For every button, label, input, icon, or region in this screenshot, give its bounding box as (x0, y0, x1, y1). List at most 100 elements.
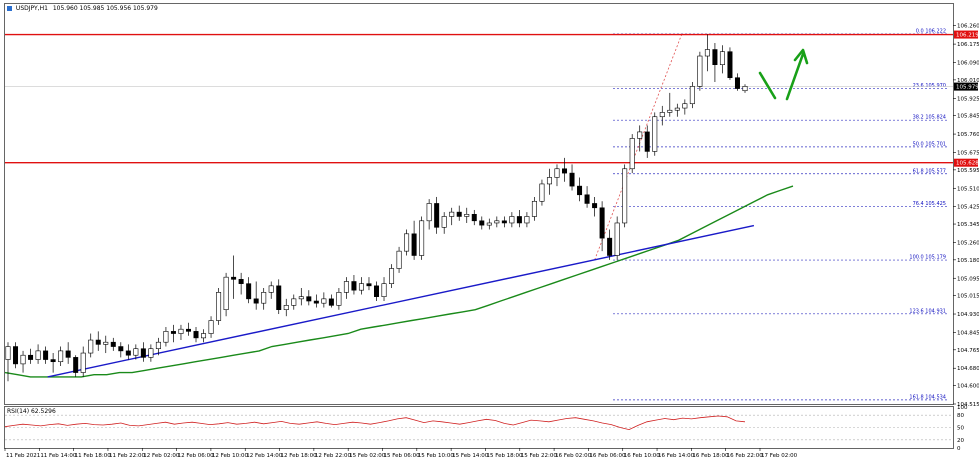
arrows-group (758, 48, 809, 101)
candle-body (178, 328, 184, 334)
candle-body (727, 51, 733, 79)
candle-body (682, 103, 688, 109)
up-arrow-line (785, 52, 805, 101)
candle-body (283, 305, 289, 310)
candle-body (599, 207, 605, 239)
candle-body (246, 283, 252, 300)
candle-body (659, 112, 665, 118)
candle-body (276, 285, 282, 310)
candle-body (396, 250, 402, 269)
candle-body (28, 354, 34, 360)
rsi-tick-label: 100 (957, 405, 968, 411)
time-tick-label: 15 Feb 02:00 (349, 453, 386, 459)
candle-body (652, 116, 658, 152)
candle-body (531, 200, 537, 217)
time-tick-label: 16 Feb 14:00 (658, 453, 695, 459)
indicator-lines-group (4, 185, 794, 378)
price-tick-label: 104.765 (957, 348, 979, 354)
candle-body (516, 216, 522, 224)
candle-body (336, 292, 342, 306)
price-tick-label: 105.675 (957, 151, 979, 157)
support-trendline (47, 224, 755, 378)
time-tick-label: 16 Feb 02:00 (555, 453, 592, 459)
candle-body (321, 298, 327, 304)
candle-body (58, 350, 64, 363)
candle-body (50, 359, 56, 363)
price-tick-label: 104.680 (957, 366, 979, 372)
candle-body (389, 268, 395, 284)
time-tick-label: 11 Feb 18:00 (75, 453, 112, 459)
time-tick-label: 12 Feb 14:00 (246, 453, 283, 459)
candle-body (562, 168, 568, 174)
candle-body (689, 86, 695, 105)
candle-body (73, 357, 79, 373)
fib-swing-line (594, 33, 683, 260)
fib-level-label: 38.2 105.824 (913, 115, 946, 121)
candle-body (133, 348, 139, 356)
candle-body (441, 216, 447, 228)
time-tick-label: 12 Feb 18:00 (281, 453, 318, 459)
candle-body (449, 211, 455, 217)
moving-average-line (4, 185, 794, 378)
price-tick-label: 105.345 (957, 222, 979, 228)
time-tick-label: 15 Feb 14:00 (452, 453, 489, 459)
candle-body (697, 55, 703, 87)
candle-body (13, 346, 19, 365)
candle-body (486, 222, 492, 226)
fibonacci-group: 0.0 106.222 23.6 105.970 38.2 105.824 50.0 … (594, 28, 948, 400)
candle-body (719, 51, 725, 66)
header-symbol: USDJPY,H1 (15, 5, 48, 12)
main-pane-frame (4, 3, 954, 405)
price-tick-label: 104.930 (957, 312, 979, 318)
price-tag-box (954, 30, 978, 39)
fib-level-label: 61.8 105.577 (913, 168, 946, 174)
time-tick-label: 16 Feb 10:00 (624, 453, 661, 459)
up-arrow-head (793, 48, 809, 65)
candle-body (80, 352, 86, 373)
time-tick-label: 11 Feb 14:00 (40, 453, 77, 459)
price-tick-label: 105.095 (957, 276, 979, 282)
candle-body (216, 292, 222, 321)
candle-body (419, 220, 425, 256)
candle-body (343, 281, 349, 293)
candle-body (471, 213, 477, 222)
rsi-group: 100 80 50 20 0 (4, 405, 968, 452)
candle-body (614, 222, 620, 256)
candle-body (20, 354, 26, 365)
price-tick-label: 105.015 (957, 294, 979, 300)
candle-body (592, 203, 598, 209)
candle-body (712, 49, 718, 66)
down-arrow-line (758, 71, 777, 100)
candle-body (261, 292, 267, 304)
candle-body (607, 237, 613, 256)
candle-body (667, 109, 673, 113)
fib-level-label: 50.0 105.701 (913, 141, 946, 147)
time-tick-label: 15 Feb 22:00 (521, 453, 558, 459)
candle-body (524, 216, 530, 224)
time-tick-label: 16 Feb 18:00 (692, 453, 729, 459)
fib-level-label: 76.4 105.425 (913, 201, 946, 207)
time-tick-label: 17 Feb 02:00 (761, 453, 798, 459)
candle-body (577, 185, 583, 196)
candle-body (434, 203, 440, 228)
rsi-tick-label: 80 (957, 413, 964, 419)
time-tick-label: 16 Feb 22:00 (727, 453, 764, 459)
time-tick-label: 12 Feb 10:00 (212, 453, 249, 459)
candle-body (5, 346, 11, 360)
price-axis: 106.260 106.175 106.090 106.010 105.925 105.8… (953, 24, 979, 408)
candle-body (426, 203, 432, 222)
price-tick-label: 105.180 (957, 258, 979, 264)
candle-body (170, 331, 176, 334)
header-symbol-icon (7, 6, 12, 11)
price-tick-label: 105.510 (957, 186, 979, 192)
candle-body (704, 49, 710, 57)
candle-body (231, 276, 237, 280)
candle-body (742, 86, 748, 92)
candle-body (110, 341, 116, 347)
candle-body (185, 328, 191, 332)
candle-body (148, 348, 154, 358)
time-tick-label: 12 Feb 02:00 (143, 453, 180, 459)
candle-body (494, 220, 500, 224)
